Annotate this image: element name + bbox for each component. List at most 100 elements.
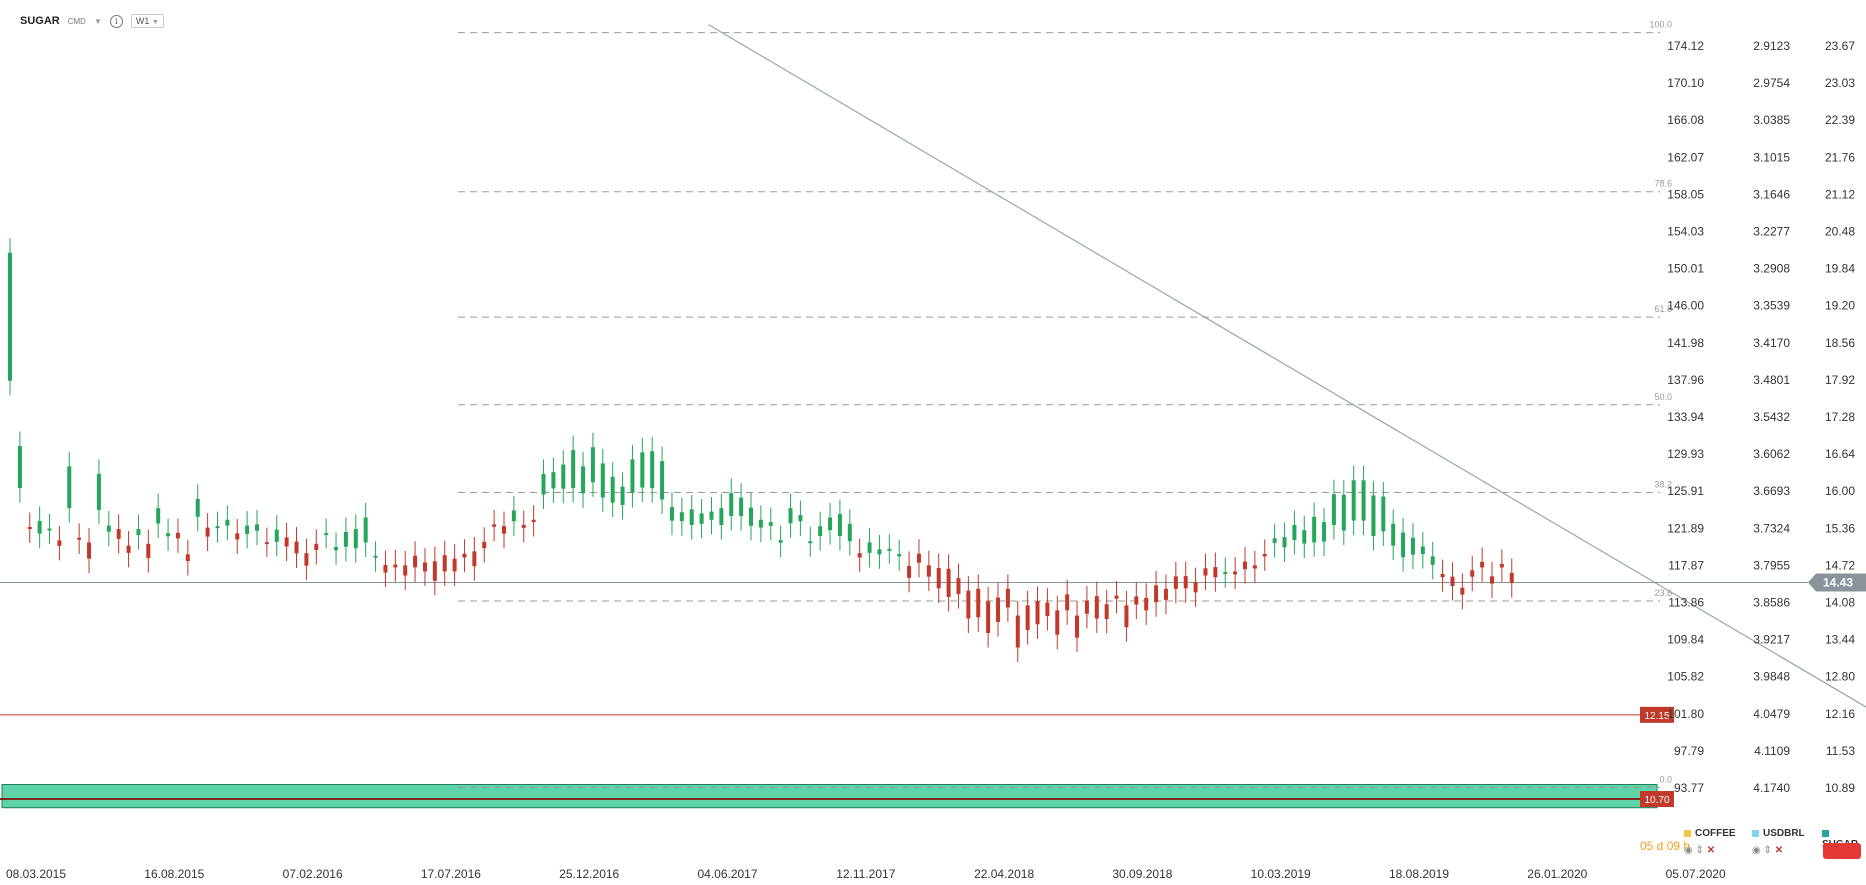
- axis-tick-usdbrl: 3.6693: [1753, 484, 1790, 498]
- candle-body: [907, 565, 912, 578]
- symbol-name[interactable]: SUGAR: [20, 15, 60, 27]
- candle-body: [1025, 605, 1030, 631]
- candle-body: [818, 526, 823, 537]
- axis-tick-coffee: 117.87: [1668, 558, 1704, 572]
- close-icon[interactable]: ✕: [1706, 845, 1716, 856]
- x-tick-label: 16.08.2015: [144, 867, 204, 881]
- last-price-label: 14.43: [1823, 575, 1853, 589]
- candle-body: [837, 513, 842, 537]
- candle-body: [8, 252, 12, 381]
- trendline: [708, 24, 1866, 708]
- candle-body: [630, 459, 635, 494]
- candle-body: [136, 529, 141, 536]
- axis-tick-usdbrl: 4.1109: [1754, 744, 1790, 758]
- candle-body: [1410, 537, 1415, 555]
- axis-tick-usdbrl: 3.3539: [1753, 299, 1790, 313]
- fib-label-3: 50.0: [1654, 392, 1672, 402]
- candle-body: [541, 473, 546, 495]
- candle-body: [946, 568, 951, 597]
- sort-icon[interactable]: ⇕: [1763, 845, 1772, 856]
- candle-body: [1134, 596, 1139, 605]
- candle-body: [986, 601, 991, 633]
- candle-body: [1114, 595, 1119, 599]
- candle-body: [1331, 494, 1336, 525]
- candle-body: [1490, 576, 1494, 584]
- candle-body: [966, 590, 971, 619]
- axis-tick-sugar: 12.80: [1825, 670, 1855, 684]
- axis-tick-sugar: 15.36: [1825, 521, 1855, 535]
- axis-tick-coffee: 121.89: [1667, 521, 1704, 535]
- fib-label-1: 78.6: [1654, 179, 1672, 189]
- candles-group: [8, 238, 1514, 663]
- axis-tick-usdbrl: 3.7324: [1753, 521, 1790, 535]
- axis-tick-coffee: 101.80: [1667, 707, 1704, 721]
- candle-body: [709, 511, 714, 520]
- legend-coffee[interactable]: COFFEE ◉ ⇕ ✕: [1684, 828, 1736, 856]
- candle-body: [1163, 588, 1168, 600]
- candle-body: [1193, 582, 1198, 593]
- eye-icon[interactable]: ◉: [1752, 845, 1761, 856]
- axis-tick-sugar: 11.53: [1826, 744, 1855, 758]
- axis-tick-coffee: 109.84: [1667, 633, 1704, 647]
- candle-body: [1302, 530, 1307, 544]
- close-icon[interactable]: ✕: [1774, 845, 1784, 856]
- x-tick-label: 05.07.2020: [1666, 867, 1726, 881]
- info-icon[interactable]: i: [109, 14, 123, 28]
- candle-body: [255, 524, 259, 531]
- x-tick-label: 26.01.2020: [1527, 867, 1587, 881]
- x-tick-label: 12.11.2017: [836, 867, 895, 881]
- candle-body: [1094, 596, 1099, 619]
- axis-tick-sugar: 20.48: [1825, 225, 1855, 239]
- candle-body: [758, 519, 763, 528]
- candle-body: [778, 540, 783, 543]
- candle-body: [1282, 537, 1287, 548]
- sugar-series-button[interactable]: [1823, 843, 1861, 859]
- candle-body: [373, 555, 378, 558]
- candle-body: [798, 515, 803, 522]
- candle-body: [1243, 561, 1247, 570]
- axis-tick-usdbrl: 3.5432: [1753, 410, 1790, 424]
- candle-body: [492, 524, 497, 527]
- candle-body: [936, 567, 941, 589]
- candle-body: [1154, 585, 1159, 603]
- candle-body: [304, 553, 309, 566]
- sort-icon[interactable]: ⇕: [1695, 845, 1704, 856]
- axis-tick-coffee: 113.86: [1668, 596, 1704, 610]
- candle-body: [729, 493, 734, 516]
- candle-body: [156, 508, 161, 524]
- axis-tick-usdbrl: 3.7955: [1753, 558, 1790, 572]
- candle-body: [1272, 538, 1277, 543]
- eye-icon[interactable]: ◉: [1684, 845, 1693, 856]
- candle-body: [106, 525, 111, 532]
- candle-body: [1233, 571, 1238, 575]
- axis-tick-sugar: 17.92: [1825, 373, 1855, 387]
- fib-label-2: 61.8: [1654, 304, 1672, 314]
- candle-body: [37, 520, 42, 534]
- candle-body: [1173, 576, 1178, 589]
- x-tick-label: 07.02.2016: [283, 867, 343, 881]
- axis-tick-coffee: 97.79: [1674, 744, 1704, 758]
- candle-body: [867, 542, 872, 553]
- chevron-down-icon[interactable]: ▼: [93, 16, 102, 26]
- candle-body: [472, 551, 477, 567]
- candle-body: [1223, 572, 1228, 575]
- candle-body: [887, 548, 892, 551]
- candle-body: [27, 527, 32, 530]
- axis-tick-sugar: 21.76: [1825, 150, 1855, 164]
- legend-usdbrl[interactable]: USDBRL ◉ ⇕ ✕: [1752, 828, 1805, 856]
- candle-body: [1203, 568, 1208, 576]
- axis-tick-sugar: 19.20: [1825, 299, 1855, 313]
- axis-tick-usdbrl: 3.9848: [1753, 670, 1790, 684]
- candle-body: [1312, 516, 1317, 543]
- axis-tick-usdbrl: 3.0385: [1753, 113, 1790, 127]
- axis-tick-usdbrl: 4.1740: [1753, 781, 1790, 795]
- x-tick-label: 08.03.2015: [6, 867, 66, 881]
- timeframe-select[interactable]: W1 ▼: [130, 14, 164, 28]
- axis-tick-sugar: 22.39: [1825, 113, 1855, 127]
- axis-tick-coffee: 93.77: [1674, 781, 1704, 795]
- candle-body: [1470, 570, 1475, 577]
- axis-tick-coffee: 174.12: [1667, 39, 1704, 53]
- usdbrl-color-swatch: [1752, 829, 1759, 837]
- coffee-color-swatch: [1684, 829, 1691, 837]
